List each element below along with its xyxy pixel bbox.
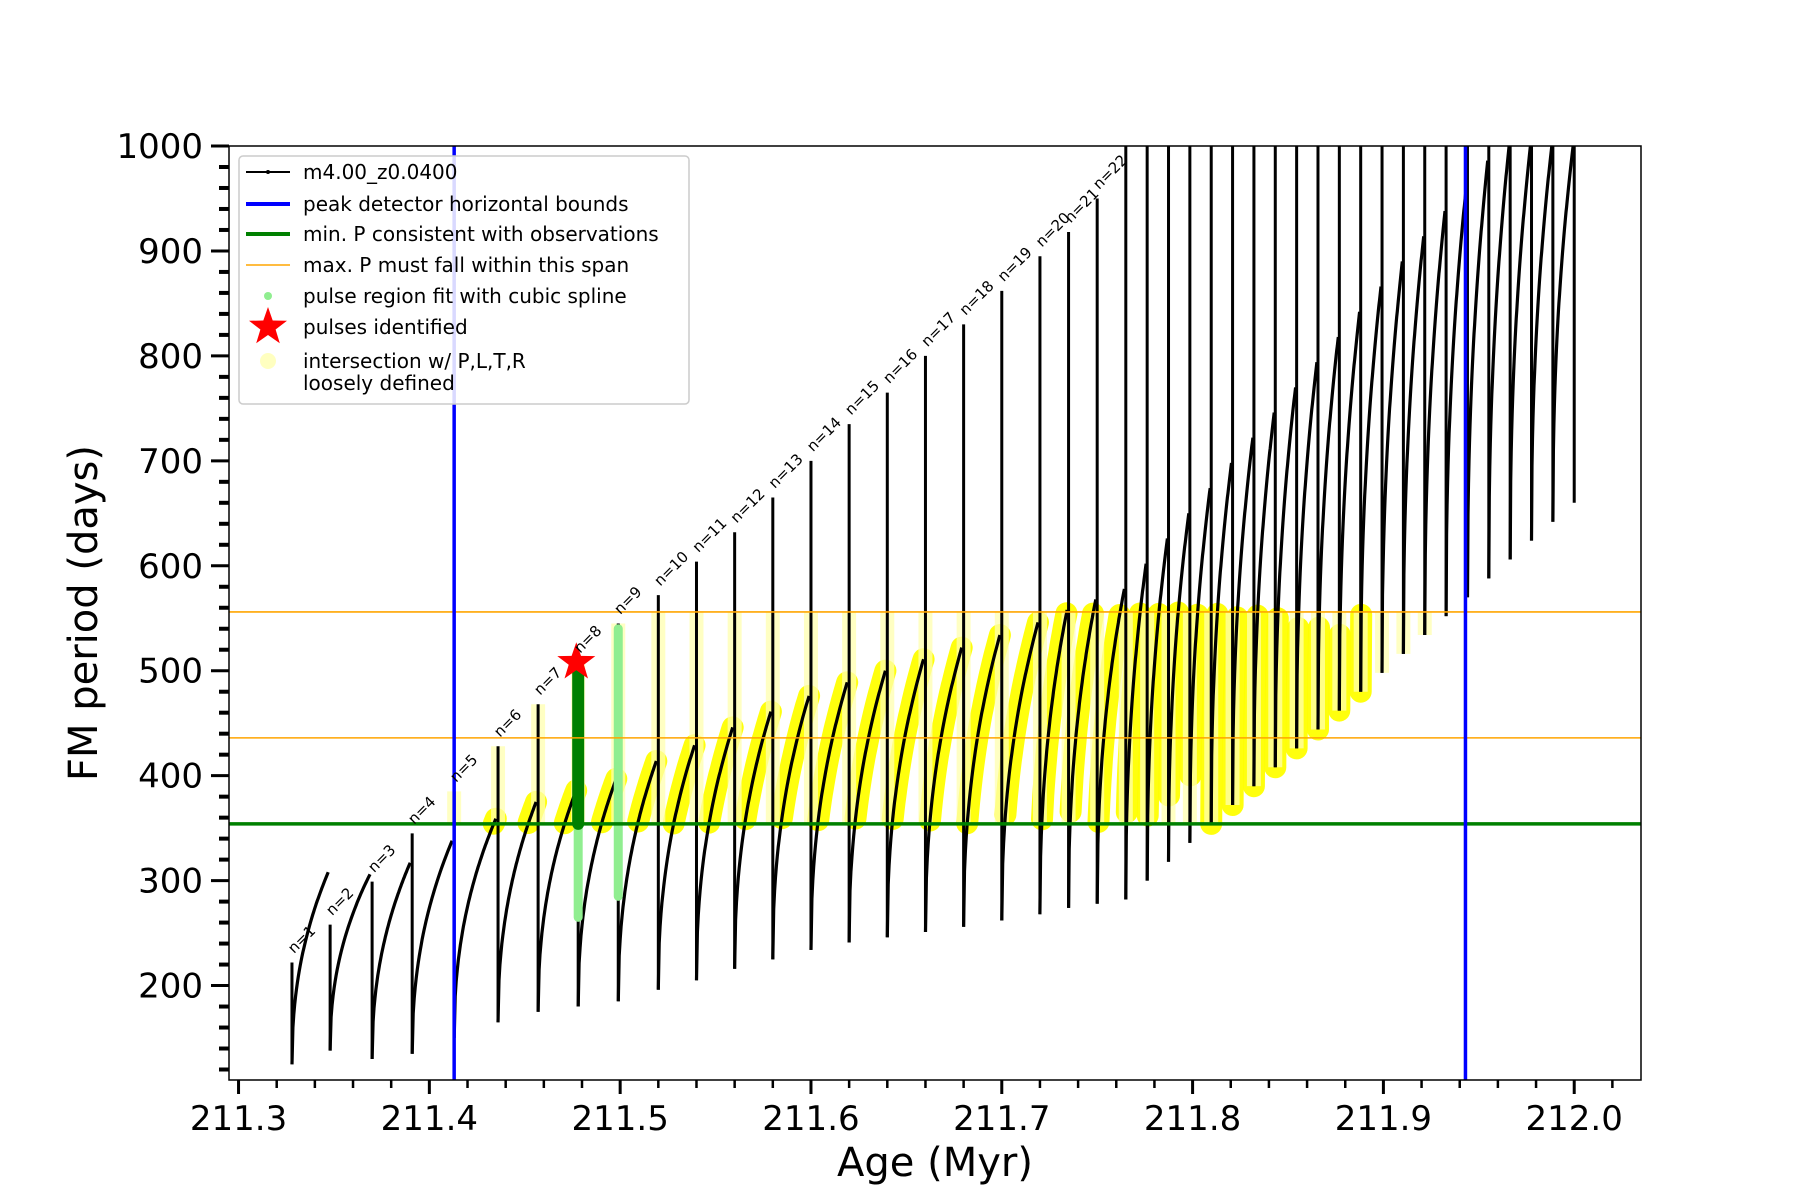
recovery-arc xyxy=(1401,236,1426,654)
horizontal-reference-lines xyxy=(229,611,1641,826)
recovery-arc xyxy=(733,711,773,969)
recovery-arc xyxy=(885,658,926,938)
recovery-arc xyxy=(1273,387,1298,768)
legend-label: min. P consistent with observations xyxy=(303,222,659,246)
recovery-arc xyxy=(370,862,412,1060)
plot-frame xyxy=(228,145,1642,1081)
recovery-arc xyxy=(1166,513,1191,862)
x-tick-label: 211.6 xyxy=(762,1099,859,1139)
legend-label: max. P must fall within this span xyxy=(303,253,629,277)
x-axis-title: Age (Myr) xyxy=(837,1140,1033,1186)
recovery-arc xyxy=(410,840,454,1054)
recovery-arc xyxy=(923,647,964,933)
recovery-arc xyxy=(328,873,372,1051)
y-tick-label: 200 xyxy=(138,967,203,1007)
recovery-arc xyxy=(536,789,578,1012)
x-axis-ticks: 211.3 211.4 211.5 211.6 211.7 211.8 211.9 212.0 xyxy=(190,1080,1623,1139)
recovery-arc xyxy=(809,681,849,950)
y-tick-label: 1000 xyxy=(116,127,203,167)
recovery-arc xyxy=(576,778,618,1007)
recovery-arc xyxy=(1508,146,1532,560)
recovery-arc xyxy=(1038,609,1069,915)
recovery-arc xyxy=(1295,362,1319,749)
identified-pulse-layer xyxy=(557,642,596,679)
x-tick-label: 211.8 xyxy=(1144,1099,1241,1139)
x-tick-label: 212.0 xyxy=(1526,1099,1623,1139)
recovery-arc xyxy=(1124,563,1148,900)
legend-label: pulses identified xyxy=(303,315,468,339)
recovery-arc xyxy=(452,818,498,1039)
legend-box xyxy=(238,155,690,405)
recovery-arc xyxy=(1145,538,1169,881)
y-tick-label: 300 xyxy=(138,862,203,902)
y-axis-title: FM period (days) xyxy=(61,445,107,781)
legend-label: m4.00_z0.0400 xyxy=(303,160,458,184)
recovery-arc xyxy=(1444,185,1468,617)
legend-handle-dot xyxy=(264,292,272,300)
recovery-arc xyxy=(1359,286,1383,692)
recovery-arc xyxy=(1095,588,1126,904)
y-tick-label: 800 xyxy=(138,337,203,377)
cubic-spline-regions xyxy=(572,624,623,922)
recovery-arc xyxy=(962,634,1002,927)
recovery-arc xyxy=(694,726,735,981)
recovery-arc xyxy=(1529,146,1554,541)
y-tick-label: 500 xyxy=(138,652,203,692)
y-tick-label: 600 xyxy=(138,547,203,587)
recovery-arc xyxy=(496,801,538,1023)
x-tick-label: 211.3 xyxy=(190,1099,287,1139)
recovery-arc xyxy=(656,744,697,990)
legend-handle-model-marker xyxy=(266,170,270,174)
recovery-arc xyxy=(1231,437,1255,806)
x-tick-label: 211.9 xyxy=(1335,1099,1432,1139)
legend-handle-big-dot xyxy=(260,353,276,369)
recovery-arc xyxy=(1067,599,1098,908)
recovery-arc xyxy=(1316,336,1340,730)
recovery-arc xyxy=(290,871,330,1065)
recovery-arc xyxy=(847,670,887,943)
legend-label: pulse region fit with cubic spline xyxy=(303,284,627,308)
x-tick-label: 211.4 xyxy=(381,1099,478,1139)
pulse-identified-star xyxy=(557,642,596,679)
recovery-arc xyxy=(1380,261,1404,673)
y-tick-label: 900 xyxy=(138,232,203,272)
x-tick-label: 211.7 xyxy=(953,1099,1050,1139)
recovery-arc xyxy=(1551,146,1575,522)
x-tick-label: 211.5 xyxy=(571,1099,668,1139)
recovery-arc xyxy=(1252,412,1276,787)
recovery-arc xyxy=(1423,210,1447,636)
y-tick-label: 400 xyxy=(138,757,203,797)
legend-handle-star xyxy=(249,307,287,344)
recovery-arc xyxy=(1337,311,1362,711)
recovery-arc xyxy=(1465,160,1490,598)
recovery-arc xyxy=(771,695,811,960)
recovery-arc xyxy=(1487,146,1511,579)
legend-label-line2: loosely defined xyxy=(303,371,455,395)
y-tick-label: 700 xyxy=(138,442,203,482)
recovery-arc xyxy=(1000,621,1040,921)
recovery-arc xyxy=(1188,487,1212,843)
recovery-arc xyxy=(1209,462,1234,824)
legend-label: peak detector horizontal bounds xyxy=(303,192,629,216)
legend-label: intersection w/ P,L,T,R xyxy=(303,349,526,373)
y-axis-ticks: 200 300 400 500 600 700 800 900 1000 xyxy=(116,127,229,1072)
